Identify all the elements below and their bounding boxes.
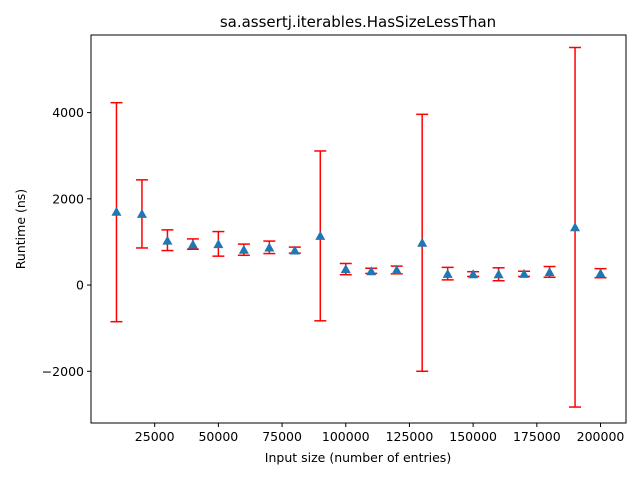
data-point <box>213 239 224 249</box>
markers <box>111 206 606 279</box>
data-point <box>315 230 326 240</box>
data-point <box>493 269 504 279</box>
data-point <box>519 268 530 278</box>
chart-title: sa.assertj.iterables.HasSizeLessThan <box>220 13 496 31</box>
y-tick-label: 0 <box>76 278 84 293</box>
data-point <box>289 245 300 255</box>
data-point <box>544 267 555 277</box>
data-point <box>264 242 275 252</box>
x-tick-label: 175000 <box>513 429 561 444</box>
y-tick-label: −2000 <box>42 364 84 379</box>
data-point <box>468 269 479 279</box>
data-point <box>187 239 198 249</box>
data-point <box>366 266 377 276</box>
x-axis-label: Input size (number of entries) <box>265 450 451 465</box>
x-axis-ticks: 25000 50000 75000 100000 125000 150000 175000 2… <box>135 423 625 444</box>
data-point <box>111 206 122 216</box>
plot-frame <box>90 34 627 424</box>
y-axis-ticks: −2000 0 2000 4000 <box>42 105 91 379</box>
y-axis-label: Runtime (ns) <box>13 189 28 269</box>
x-tick-label: 25000 <box>135 429 175 444</box>
y-tick-label: 4000 <box>52 105 84 120</box>
x-tick-label: 100000 <box>322 429 370 444</box>
x-tick-label: 150000 <box>449 429 497 444</box>
data-point <box>136 208 147 218</box>
x-tick-label: 125000 <box>386 429 434 444</box>
data-point <box>417 237 428 247</box>
x-tick-label: 200000 <box>577 429 625 444</box>
data-point <box>340 264 351 274</box>
x-tick-label: 75000 <box>262 429 302 444</box>
data-point <box>595 268 606 278</box>
data-point <box>162 235 173 245</box>
data-point <box>570 222 581 232</box>
data-point <box>391 264 402 274</box>
x-tick-label: 50000 <box>198 429 238 444</box>
data-point <box>238 244 249 254</box>
y-tick-label: 2000 <box>52 191 84 206</box>
data-point <box>442 268 453 278</box>
